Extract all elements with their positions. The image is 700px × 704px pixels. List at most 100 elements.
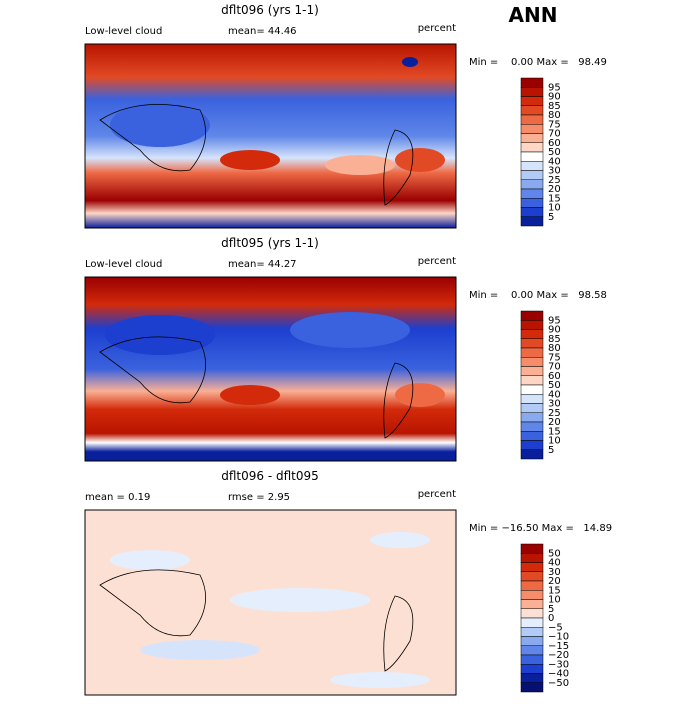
colorbar-box (520, 617, 544, 628)
colorbar-label: 85 (548, 101, 561, 112)
units-label: percent (418, 23, 456, 34)
colorbar-box (520, 142, 544, 153)
units-label: percent (418, 256, 456, 267)
colorbar-box (520, 105, 544, 116)
stat-label: mean= 44.46 (228, 26, 297, 37)
colorbar-box (520, 562, 544, 572)
map (84, 509, 457, 696)
colorbar-label: −20 (548, 650, 569, 661)
colorbar-box (520, 87, 544, 97)
colorbar-box (520, 375, 544, 386)
colorbar-label: 40 (548, 558, 561, 569)
map (84, 43, 457, 229)
colorbar-box (520, 449, 544, 460)
colorbar-box (520, 216, 544, 227)
colorbar-box (520, 77, 544, 88)
colorbar-label: 85 (548, 334, 561, 345)
colorbar-box (520, 114, 544, 125)
colorbar-label: 75 (548, 352, 561, 363)
colorbar-box (520, 161, 544, 171)
colorbar-box (520, 599, 544, 609)
colorbar-box (520, 320, 544, 330)
colorbar-label: 95 (548, 82, 561, 93)
colorbar-label: 0 (548, 613, 554, 624)
colorbar-box (520, 580, 544, 591)
season-title: ANN (509, 3, 558, 27)
colorbar-box (520, 207, 544, 217)
panel-title: dflt095 (yrs 1-1) (221, 236, 319, 250)
colorbar-box (520, 421, 544, 432)
colorbar-box (520, 590, 544, 600)
colorbar-label: 25 (548, 408, 561, 419)
colorbar-box (520, 394, 544, 404)
colorbar-label: 5 (548, 445, 554, 456)
colorbar-box (520, 543, 544, 554)
colorbar-label: −50 (548, 678, 569, 689)
colorbar-label: 90 (548, 92, 561, 103)
colorbar-label: −30 (548, 659, 569, 670)
colorbar-label: 95 (548, 315, 561, 326)
colorbar-label: 60 (548, 371, 561, 382)
min-max: Min = 0.00 Max = 98.58 (469, 290, 607, 301)
colorbar-box (520, 133, 544, 143)
colorbar-label: 10 (548, 595, 561, 606)
colorbar-box (520, 338, 544, 349)
colorbar-label: −10 (548, 632, 569, 643)
colorbar-box (520, 412, 544, 423)
colorbar-label: 15 (548, 426, 561, 437)
left-label: Low-level cloud (85, 259, 162, 270)
colorbar-label: 40 (548, 389, 561, 400)
colorbar-label: 15 (548, 193, 561, 204)
colorbar-box (520, 366, 544, 376)
min-max: Min = 0.00 Max = 98.49 (469, 57, 607, 68)
colorbar-box (520, 170, 544, 180)
colorbar-label: 50 (548, 548, 561, 559)
colorbar-box (520, 310, 544, 321)
colorbar-box (520, 329, 544, 339)
colorbar-box (520, 96, 544, 106)
colorbar-label: 10 (548, 203, 561, 214)
colorbar-label: 50 (548, 380, 561, 391)
colorbar-label: 90 (548, 325, 561, 336)
colorbar-label: 30 (548, 399, 561, 410)
colorbar-label: 30 (548, 166, 561, 177)
left-label: mean = 0.19 (85, 492, 150, 503)
colorbar-box (520, 198, 544, 208)
colorbar-box (520, 654, 544, 665)
colorbar-label: 30 (548, 567, 561, 578)
colorbar-box (520, 151, 544, 162)
colorbar-box (520, 682, 544, 693)
colorbar-box (520, 627, 544, 637)
min-max: Min = −16.50 Max = 14.89 (469, 523, 612, 534)
colorbar-box (520, 440, 544, 450)
colorbar-label: 50 (548, 147, 561, 158)
colorbar-label: 5 (548, 604, 554, 615)
colorbar-box (520, 645, 544, 656)
colorbar-box (520, 636, 544, 646)
colorbar-label: −15 (548, 641, 569, 652)
colorbar-label: 80 (548, 343, 561, 354)
colorbar-label: −5 (548, 622, 563, 633)
colorbar-box (520, 608, 544, 619)
colorbar-label: 25 (548, 175, 561, 186)
units-label: percent (418, 489, 456, 500)
colorbar-label: 5 (548, 212, 554, 223)
colorbar-label: 20 (548, 576, 561, 587)
colorbar-label: 40 (548, 156, 561, 167)
colorbar-label: 70 (548, 362, 561, 373)
stat-label: rmse = 2.95 (228, 492, 290, 503)
colorbar-box (520, 124, 544, 134)
colorbar-label: 75 (548, 119, 561, 130)
colorbar-box (520, 179, 544, 190)
colorbar-box (520, 384, 544, 395)
map (84, 276, 457, 462)
colorbar-box (520, 347, 544, 358)
colorbar-label: 60 (548, 138, 561, 149)
panel-title: dflt096 - dflt095 (221, 469, 319, 483)
colorbar-label: 15 (548, 585, 561, 596)
colorbar-box (520, 571, 544, 582)
colorbar-label: 20 (548, 184, 561, 195)
colorbar-box (520, 403, 544, 413)
colorbar-box (520, 553, 544, 563)
